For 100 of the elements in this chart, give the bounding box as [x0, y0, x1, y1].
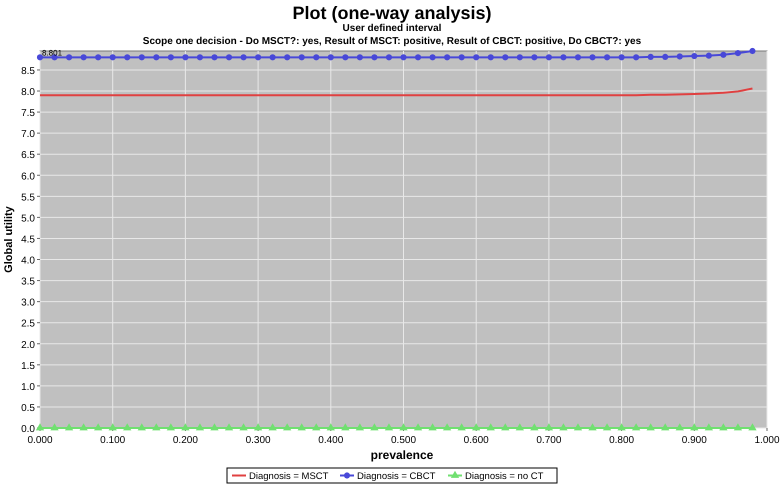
legend-label: Diagnosis = CBCT	[357, 471, 436, 482]
point	[255, 54, 262, 60]
point	[108, 423, 117, 430]
point	[371, 54, 378, 60]
y-tick-label: 4.5	[21, 234, 36, 246]
y-tick-label: 2.5	[21, 318, 36, 330]
point	[661, 423, 670, 430]
x-tick-label: 1.000	[754, 435, 780, 446]
point	[196, 54, 204, 60]
legend-label: Diagnosis = no CT	[465, 471, 544, 482]
y-tick-label: 3.5	[21, 276, 36, 288]
point	[181, 423, 190, 430]
point	[458, 54, 465, 60]
point	[734, 50, 742, 56]
point	[604, 54, 610, 60]
point	[400, 54, 407, 60]
point	[602, 423, 612, 430]
point	[36, 54, 44, 60]
point	[66, 54, 72, 60]
legend-label: Diagnosis = MSCT	[249, 471, 329, 482]
x-tick-label: 0.900	[682, 435, 708, 446]
point	[617, 423, 626, 430]
y-tick-label: 6.0	[21, 171, 36, 182]
point	[284, 54, 290, 60]
point	[341, 423, 350, 430]
x-tick-label: 0.500	[390, 435, 416, 446]
point	[748, 423, 757, 430]
point	[196, 423, 204, 430]
point	[633, 54, 640, 60]
point	[298, 54, 305, 60]
point	[414, 423, 422, 430]
point	[94, 423, 102, 430]
point	[326, 423, 335, 430]
point	[719, 423, 728, 430]
point	[254, 423, 262, 430]
point	[502, 54, 508, 60]
point	[270, 54, 276, 60]
point	[79, 423, 88, 430]
point	[720, 52, 726, 58]
point	[226, 54, 232, 60]
y-tick-label: 2.0	[21, 340, 36, 351]
point	[516, 423, 524, 430]
point	[429, 54, 436, 60]
point	[356, 54, 363, 60]
point	[80, 54, 87, 60]
point	[704, 423, 713, 430]
point	[268, 423, 277, 430]
x-tick-label: 0.100	[100, 435, 126, 446]
point	[95, 54, 102, 60]
point	[50, 423, 59, 430]
point	[414, 54, 422, 60]
point	[328, 54, 334, 60]
y-tick-label: 8.0	[21, 87, 36, 98]
x-tick-label: 0.700	[536, 435, 562, 446]
x-tick-label: 0.600	[464, 435, 490, 446]
y-tick-label: 5.0	[21, 213, 36, 224]
point	[211, 54, 218, 60]
point	[473, 54, 480, 60]
y-tick-label: 3.0	[21, 298, 36, 309]
x-axis-title: prevalence	[370, 448, 434, 462]
y-tick-label: 7.5	[21, 108, 36, 120]
point	[444, 54, 450, 60]
point	[124, 54, 130, 60]
point	[690, 423, 698, 430]
point	[516, 54, 523, 60]
annotation: 8.801	[42, 48, 63, 58]
point	[676, 423, 684, 430]
point	[442, 423, 452, 430]
point	[632, 423, 640, 430]
line-series	[39, 87, 754, 96]
point	[123, 423, 132, 430]
point	[574, 423, 582, 430]
point	[588, 423, 597, 430]
point	[370, 423, 379, 430]
y-tick-label: 5.5	[21, 192, 36, 204]
point	[239, 423, 248, 430]
y-tick-label: 1.5	[21, 360, 36, 372]
point	[356, 423, 364, 430]
point	[428, 423, 437, 430]
x-tick-label: 0.200	[172, 435, 198, 446]
y-tick-label: 8.5	[21, 66, 36, 77]
point	[706, 52, 712, 59]
point	[472, 423, 480, 430]
point	[530, 423, 539, 430]
point	[546, 54, 552, 60]
point	[182, 54, 188, 60]
point	[384, 423, 394, 430]
point	[662, 54, 668, 60]
point	[574, 54, 582, 60]
point	[312, 423, 320, 430]
y-tick-label: 0.5	[21, 402, 36, 414]
x-tick-label: 0.000	[27, 435, 53, 446]
point	[36, 423, 44, 430]
point	[648, 54, 654, 60]
point	[676, 53, 683, 60]
point	[210, 423, 219, 430]
point	[560, 54, 567, 60]
x-tick-label: 0.300	[246, 435, 272, 446]
point	[110, 54, 116, 60]
x-tick-label: 0.400	[318, 435, 344, 446]
